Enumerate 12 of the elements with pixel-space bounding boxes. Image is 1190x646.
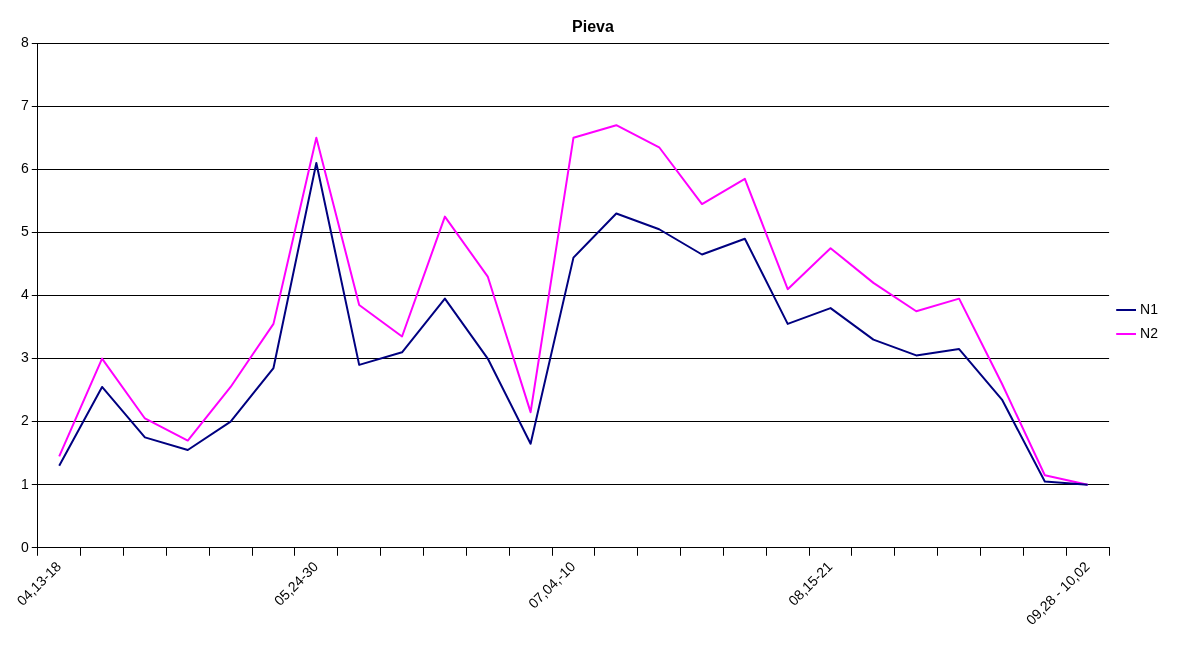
y-tick-label: 3 (20, 349, 29, 366)
y-tick-label: 6 (20, 160, 29, 177)
y-tick-label: 5 (20, 223, 29, 240)
y-tick-label: 1 (20, 475, 29, 492)
y-tick-label: 2 (20, 412, 29, 429)
y-tick-label: 8 (20, 34, 29, 51)
legend-label: N2 (1140, 324, 1159, 341)
y-tick-label: 0 (20, 538, 29, 555)
chart-title: Pieva (572, 18, 615, 36)
y-tick-label: 7 (20, 97, 29, 114)
legend-label: N1 (1140, 300, 1159, 317)
y-tick-label: 4 (20, 286, 29, 303)
